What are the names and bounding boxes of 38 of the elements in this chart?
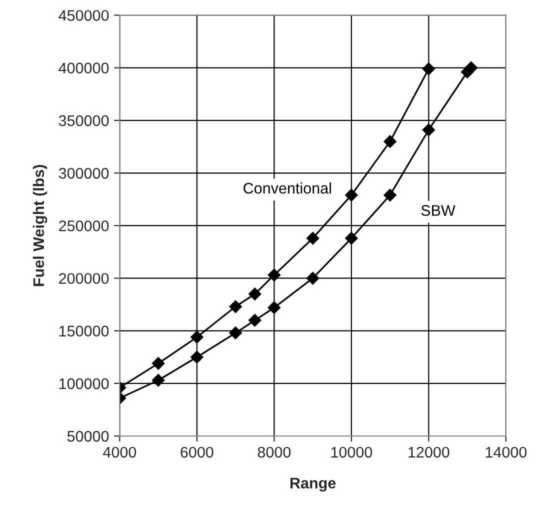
point: [464, 61, 478, 74]
y-axis-title: Fuel Weight (lbs): [32, 164, 48, 286]
y-tick-label: 450000: [58, 10, 109, 21]
point: [345, 232, 358, 245]
x-tick-label: 8000: [258, 446, 291, 458]
point: [229, 326, 242, 340]
series-label: Conventional: [244, 182, 331, 194]
point: [306, 272, 320, 285]
point: [306, 232, 320, 245]
x-tick-label: 12000: [408, 446, 450, 458]
point: [190, 330, 204, 344]
point: [229, 300, 242, 314]
y-tick-label: 300000: [58, 168, 109, 179]
y-tick-label: 250000: [59, 220, 109, 232]
point: [384, 135, 396, 148]
point: [248, 314, 262, 327]
point: [345, 188, 358, 202]
point: [152, 357, 165, 370]
point: [268, 301, 281, 314]
point: [152, 374, 165, 387]
point: [422, 62, 436, 76]
y-tick-label: 100000: [59, 378, 109, 390]
point: [268, 268, 281, 282]
x-tick-label: 10000: [331, 446, 372, 458]
point: [422, 123, 436, 136]
point: [190, 350, 204, 364]
x-tick-label: 6000: [180, 446, 214, 458]
point: [384, 188, 396, 202]
y-tick-label: 150000: [59, 326, 109, 337]
x-tick-label: 4000: [103, 446, 136, 458]
y-tick-label: 50000: [67, 430, 109, 442]
x-axis-title: Range: [290, 478, 336, 492]
y-tick-label: 400000: [58, 62, 109, 74]
series-label: SBW: [421, 205, 456, 216]
x-tick-label: 14000: [486, 446, 527, 458]
y-tick-label: 350000: [58, 115, 109, 126]
point: [248, 288, 262, 300]
y-tick-label: 200000: [59, 273, 109, 284]
